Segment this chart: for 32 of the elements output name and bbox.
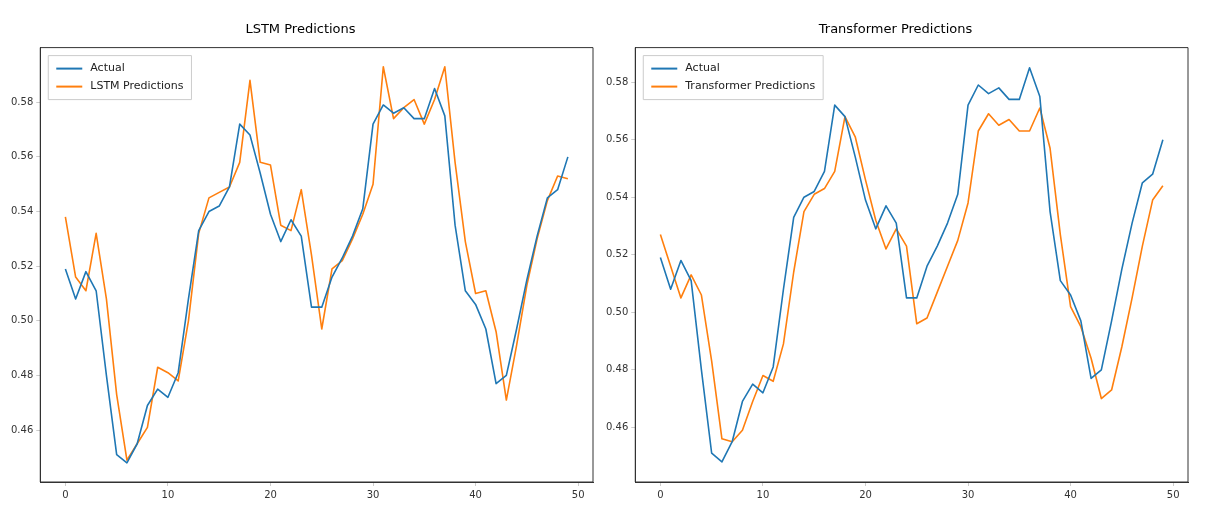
y-tick-label: 0.52: [11, 259, 34, 271]
x-tick-label: 0: [657, 488, 664, 500]
y-tick-label: 0.56: [11, 150, 34, 162]
x-tick-label: 30: [961, 488, 975, 500]
y-tick-label: 0.50: [11, 314, 34, 326]
y-tick-label: 0.54: [11, 205, 34, 217]
legend-label: Transformer Predictions: [684, 79, 816, 93]
x-tick-label: 20: [264, 488, 277, 500]
x-tick-label: 50: [571, 488, 585, 500]
y-tick-label: 0.52: [606, 248, 629, 260]
y-tick-label: 0.58: [11, 95, 34, 107]
x-tick-label: 50: [1166, 488, 1180, 500]
legend-label: Actual: [685, 61, 720, 75]
legend-label: Actual: [90, 61, 125, 75]
y-tick-label: 0.48: [11, 369, 34, 381]
y-tick-label: 0.56: [606, 133, 629, 145]
y-tick-label: 0.50: [606, 305, 629, 317]
y-tick-label: 0.46: [11, 423, 34, 435]
x-tick-label: 10: [161, 488, 175, 500]
x-tick-label: 0: [62, 488, 69, 500]
x-tick-label: 10: [756, 488, 770, 500]
y-tick-label: 0.48: [606, 363, 629, 375]
x-tick-label: 30: [366, 488, 380, 500]
y-tick-label: 0.54: [606, 190, 629, 202]
chart-title: Transformer Predictions: [817, 21, 973, 37]
chart-title: LSTM Predictions: [245, 21, 356, 37]
x-tick-label: 40: [1064, 488, 1077, 500]
y-tick-label: 0.58: [606, 75, 629, 87]
x-tick-label: 40: [469, 488, 482, 500]
legend-label: LSTM Predictions: [90, 79, 184, 93]
y-tick-label: 0.46: [606, 420, 629, 432]
x-tick-label: 20: [859, 488, 872, 500]
